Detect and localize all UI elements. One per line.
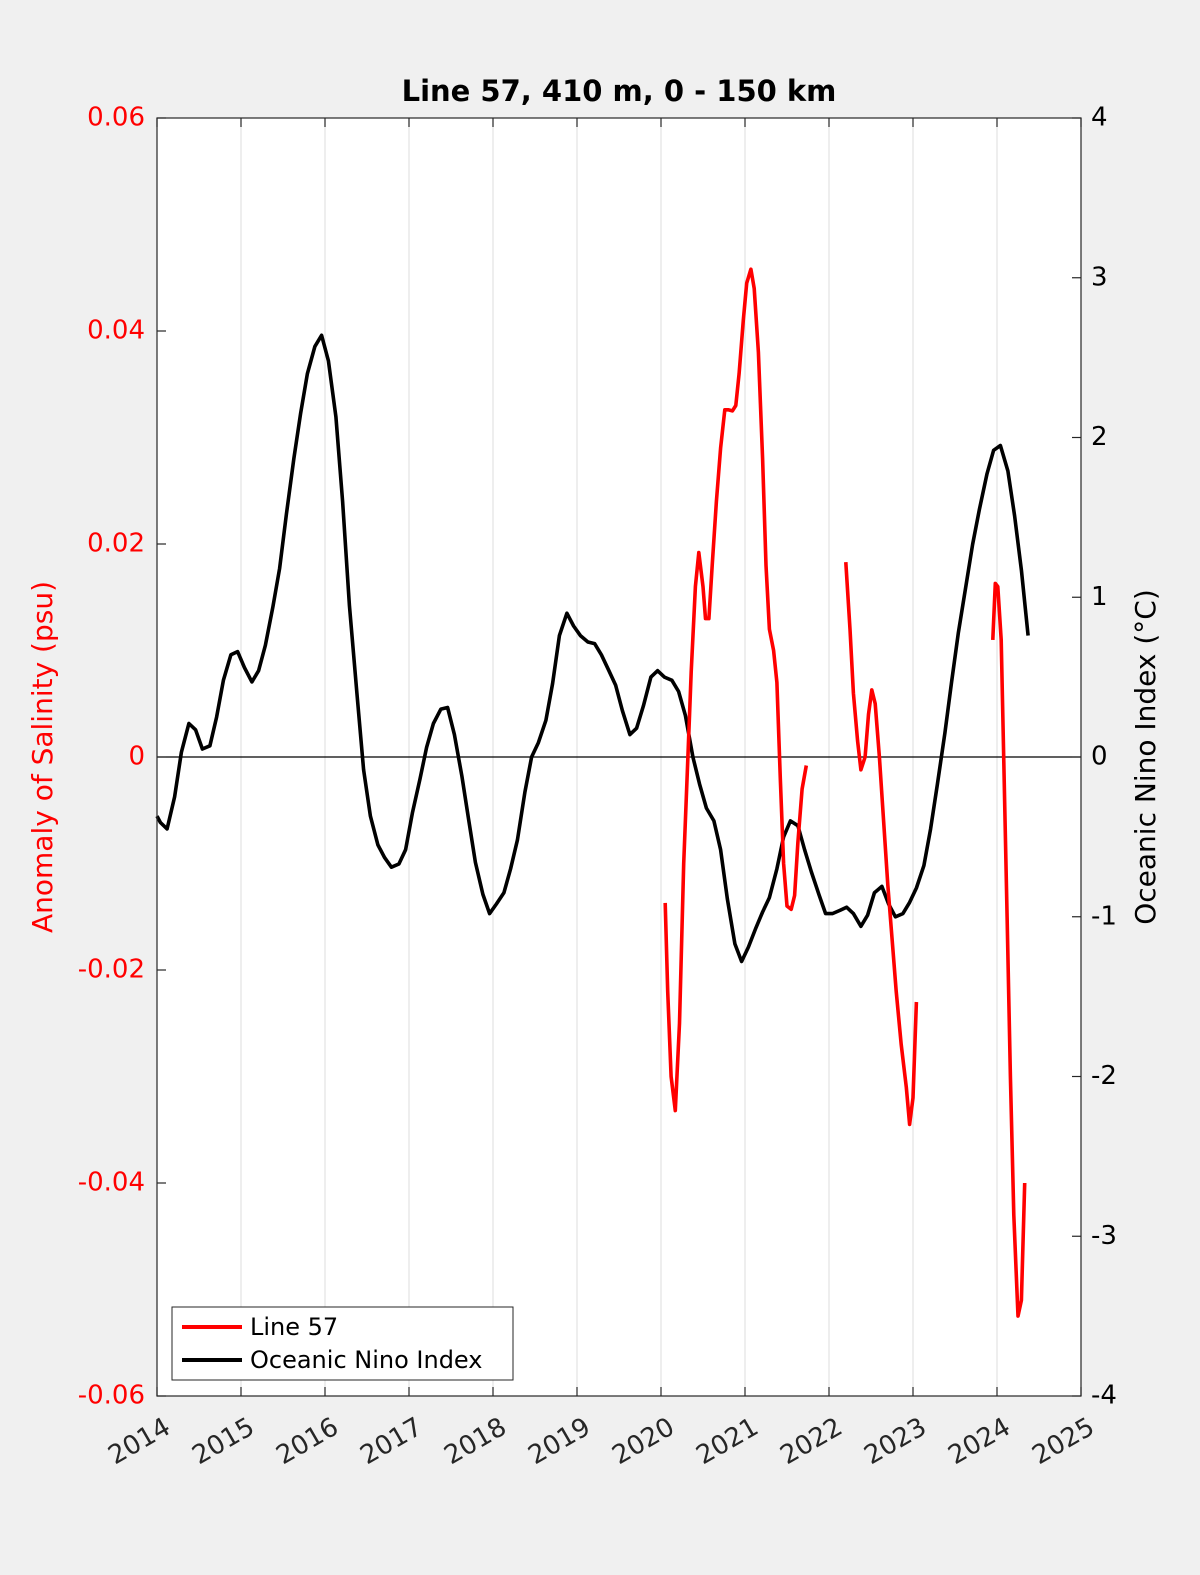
left-y-tick-label: 0	[128, 742, 145, 772]
right-y-tick-label: -1	[1091, 901, 1117, 931]
right-y-tick-label: -3	[1091, 1221, 1117, 1251]
right-y-tick-label: 1	[1091, 582, 1108, 612]
right-y-tick-label: 4	[1091, 103, 1108, 133]
right-y-tick-label: 3	[1091, 262, 1108, 292]
left-y-tick-label: -0.04	[78, 1168, 145, 1198]
series-line-line-57-segment-3	[991, 581, 1027, 1318]
left-y-tick-label: 0.02	[87, 529, 145, 559]
legend-label-line-57: Line 57	[250, 1313, 338, 1341]
right-y-axis-label: Oceanic Nino Index (°C)	[1129, 589, 1162, 925]
legend-label-oceanic-nino-index: Oceanic Nino Index	[250, 1346, 482, 1374]
left-y-axis-label: Anomaly of Salinity (psu)	[26, 581, 59, 933]
right-y-tick-label: -4	[1091, 1381, 1117, 1411]
right-y-tick-label: 0	[1091, 742, 1108, 772]
chart-title: Line 57, 410 m, 0 - 150 km	[402, 74, 837, 108]
left-y-tick-label: -0.02	[78, 955, 145, 985]
legend: Line 57 Oceanic Nino Index	[171, 1306, 514, 1381]
left-y-tick-label: -0.06	[78, 1381, 145, 1411]
left-y-tick-label: 0.06	[87, 103, 145, 133]
left-y-axis-ticks: -0.06 -0.04 -0.02 0 0.02 0.04 0.06	[78, 103, 166, 1411]
series-line-line-57-segment-2	[844, 561, 919, 1127]
left-y-tick-label: 0.04	[87, 316, 145, 346]
right-y-tick-label: -2	[1091, 1061, 1117, 1091]
right-y-axis-ticks: -4 -3 -2 -1 0 1 2 3 4	[1072, 103, 1117, 1411]
series-line-oceanic-nino-index-segment-1	[155, 333, 1030, 964]
series-line-line-57-segment-1	[663, 267, 809, 1113]
series-lines	[155, 267, 1030, 1318]
right-y-tick-label: 2	[1091, 422, 1108, 452]
legend-box	[171, 1306, 514, 1381]
